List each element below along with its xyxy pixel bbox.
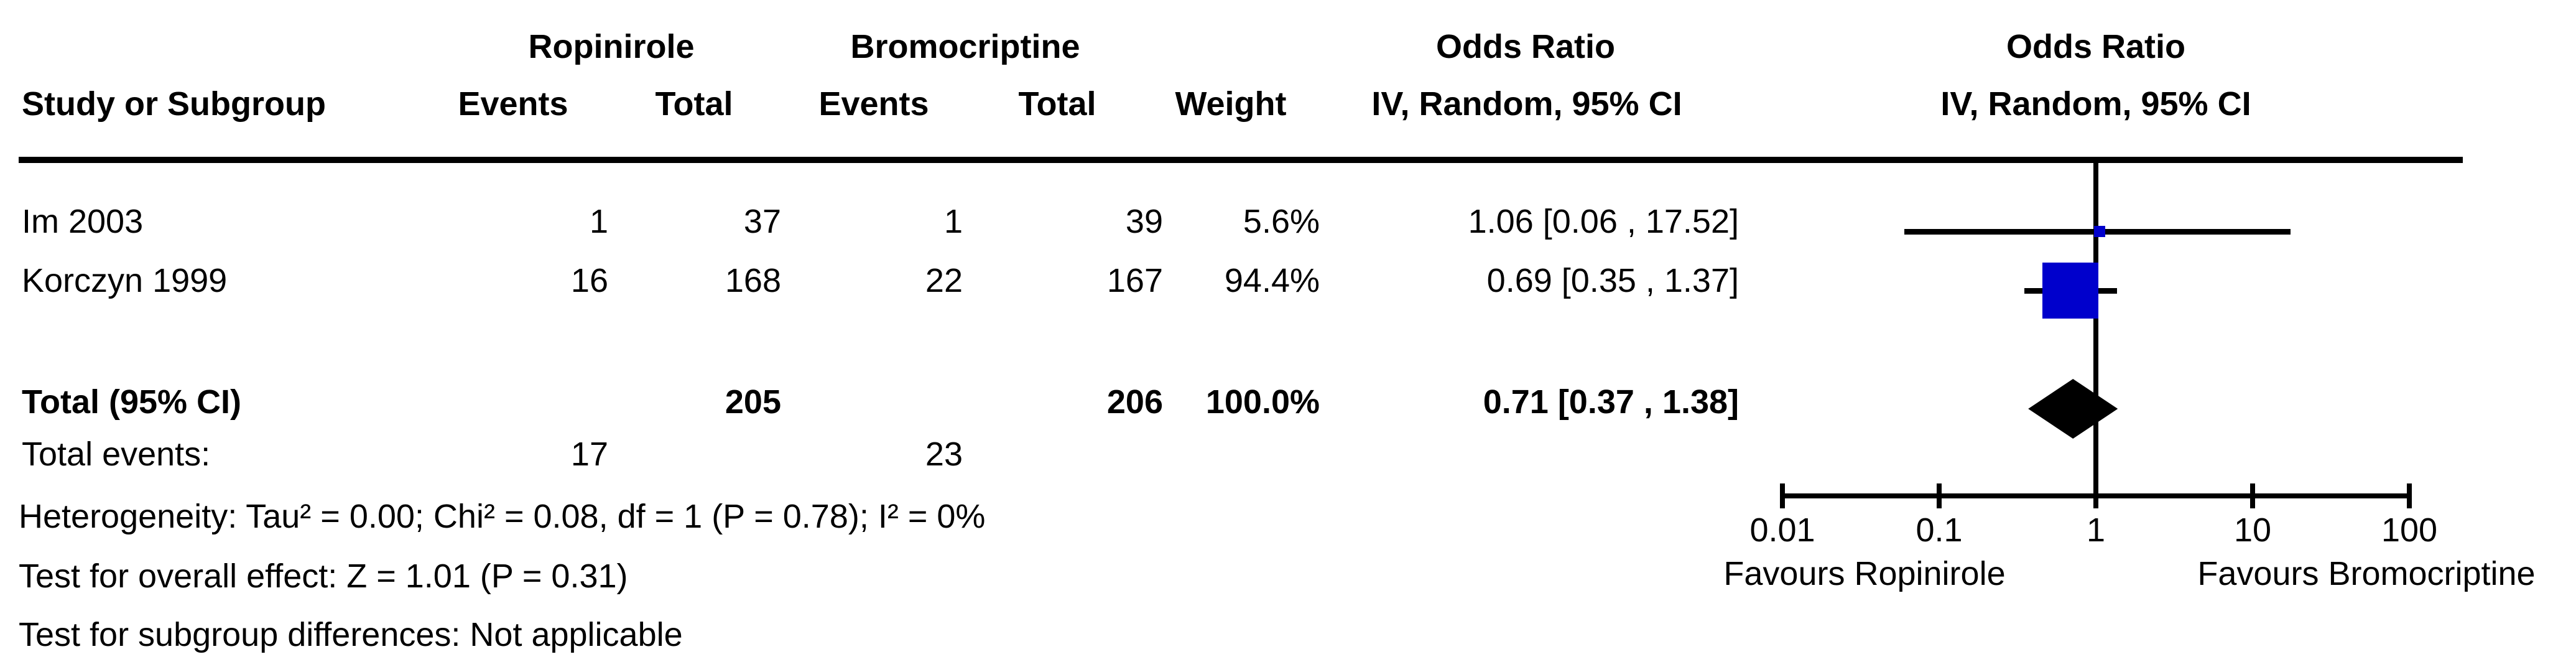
axis-tick-label: 1 (2086, 511, 2106, 549)
study-name: Korczyn 1999 (22, 262, 228, 299)
study-events-bromo: 1 (943, 203, 963, 240)
study-or-ci: 1.06 [0.06 , 17.52] (1468, 203, 1739, 240)
study-total-bromo: 39 (1125, 203, 1163, 240)
study-name: Im 2003 (22, 203, 144, 240)
plot-null-line (2093, 159, 2098, 498)
total-events-bromo-value: 23 (925, 436, 963, 473)
column-header-study: Study or Subgroup (22, 85, 326, 123)
favours-left-label: Favours Ropinirole (1723, 555, 2006, 592)
weight-square (2094, 226, 2106, 237)
favours-right-label: Favours Bromocriptine (2197, 555, 2536, 592)
total-weight: 100.0% (1205, 383, 1320, 421)
axis-tick-label: 0.01 (1749, 511, 1815, 549)
group-header-bromocriptine: Bromocriptine (850, 28, 1080, 65)
total-or-ci: 0.71 [0.37 , 1.38] (1483, 383, 1739, 421)
total-events-rop-value: 17 (570, 436, 608, 473)
axis-tick (2250, 483, 2255, 508)
total-diamond (2028, 379, 2118, 439)
total-total-rop: 205 (725, 383, 781, 421)
or-column-title: Odds Ratio (1435, 28, 1616, 65)
axis-tick-label: 0.1 (1916, 511, 1963, 549)
axis-tick (2407, 483, 2412, 508)
axis-tick-label: 100 (2381, 511, 2438, 549)
study-events-rop: 16 (570, 262, 608, 299)
axis-tick (1937, 483, 1942, 508)
weight-square (2042, 263, 2099, 319)
study-weight: 94.4% (1224, 262, 1320, 299)
study-total-bromo: 167 (1106, 262, 1163, 299)
axis-tick-label: 10 (2233, 511, 2272, 549)
study-weight: 5.6% (1243, 203, 1320, 240)
column-header-or-method: IV, Random, 95% CI (1371, 85, 1682, 123)
subgroup-test-text: Test for subgroup differences: Not appli… (19, 616, 683, 653)
header-divider-line (19, 157, 2463, 163)
study-events-bromo: 22 (925, 262, 963, 299)
study-total-rop: 168 (725, 262, 781, 299)
group-header-ropinirole: Ropinirole (528, 28, 695, 65)
overall-effect-text: Test for overall effect: Z = 1.01 (P = 0… (19, 558, 628, 595)
study-events-rop: 1 (589, 203, 608, 240)
column-header-weight: Weight (1175, 85, 1287, 123)
column-header-total-bromo: Total (1018, 85, 1096, 123)
column-header-events-bromo: Events (818, 85, 929, 123)
axis-tick (1780, 483, 1785, 508)
column-header-events-rop: Events (458, 85, 568, 123)
plot-column-subtitle: IV, Random, 95% CI (1940, 85, 2251, 123)
total-events-label: Total events: (22, 436, 211, 473)
plot-column-title: Odds Ratio (2006, 28, 2186, 65)
total-label: Total (95% CI) (22, 383, 242, 421)
column-header-total-rop: Total (655, 85, 733, 123)
axis-tick (2093, 483, 2098, 508)
study-total-rop: 37 (743, 203, 781, 240)
study-or-ci: 0.69 [0.35 , 1.37] (1486, 262, 1739, 299)
total-total-bromo: 206 (1106, 383, 1163, 421)
heterogeneity-text: Heterogeneity: Tau² = 0.00; Chi² = 0.08,… (19, 498, 986, 535)
